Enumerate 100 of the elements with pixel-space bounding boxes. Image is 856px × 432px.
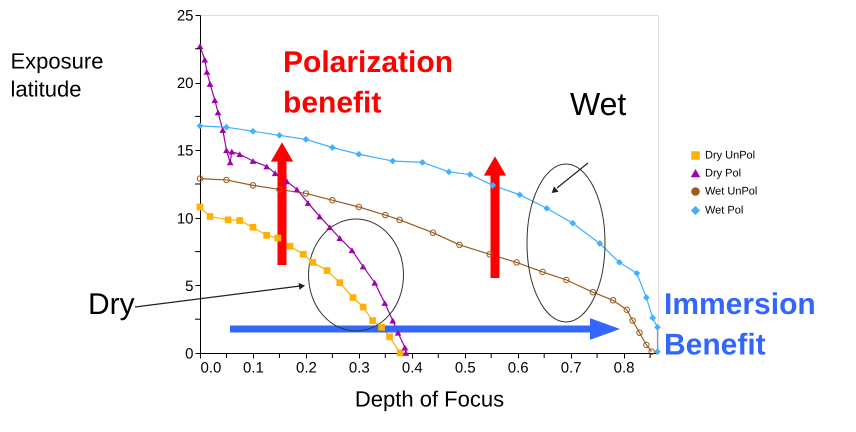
point [236,217,244,224]
x-tick-label: 0.5 [454,360,476,376]
point [596,240,604,247]
point [214,109,222,116]
point [610,297,616,304]
point [250,182,256,189]
point [276,132,283,139]
point [263,164,270,170]
point [286,242,294,250]
point [419,159,426,166]
point [430,229,436,236]
point [486,251,493,258]
point [206,213,214,220]
legend-label: Dry UnPol [705,150,756,162]
point [456,242,463,248]
point [396,216,403,224]
point [381,300,388,306]
point [371,280,378,286]
point [513,259,520,266]
point [324,267,330,274]
point [386,333,393,340]
point [228,148,236,154]
legend-label: Wet Pol [705,204,744,216]
x-tick-label: 0.8 [614,360,635,376]
point [539,268,546,276]
x-tick-label: 0.7 [560,360,582,376]
point [389,318,396,324]
point [274,234,282,242]
point [389,158,396,164]
y-tick-label: 25 [176,8,194,24]
point [196,204,204,210]
legend-label: Dry Pol [705,168,742,180]
point [336,279,344,286]
text: Dry [88,288,135,321]
point [360,264,366,270]
annotation: Polarization benefit [283,46,454,120]
point [396,350,404,356]
point [654,324,661,331]
point [211,97,218,104]
point [302,136,310,143]
point [283,178,290,184]
point [302,190,310,197]
legend-label: Wet UnPol [705,186,758,198]
x-tick-label: 0.2 [296,360,317,376]
point [369,317,376,324]
point [356,204,362,210]
point [304,200,312,206]
point [378,324,385,331]
point [624,306,630,313]
point [348,247,356,254]
point [329,144,336,151]
point [272,170,279,176]
x-tick-label: 0.4 [402,360,423,376]
y-tick-label: 5 [185,278,194,295]
point [382,212,389,218]
x-tick-label: 0.1 [243,360,264,376]
point [336,235,344,241]
x-tick-label: 0.6 [508,360,529,376]
point [224,216,232,224]
point [316,214,324,220]
point [446,168,452,176]
point [563,276,570,284]
y-tick-label: 15 [176,142,194,160]
annotation: Wet [570,86,626,122]
point [466,171,474,178]
y-tick-label: 10 [176,210,194,228]
point [263,232,270,239]
y-axis-title: Exposure latitude [10,48,104,102]
point [326,224,334,230]
x-tick-label: 0.3 [348,360,370,376]
point [250,158,256,164]
point [204,68,210,75]
point [196,43,204,49]
point [223,176,230,184]
point [276,186,283,193]
point [516,191,524,198]
point [236,151,244,158]
point [649,314,656,322]
point [636,329,643,336]
point [300,250,307,258]
point [654,348,661,355]
point [629,317,636,324]
point [642,294,650,301]
point [250,224,256,231]
point [394,330,402,336]
point [633,270,640,277]
point [402,344,408,350]
point [350,294,356,301]
point [201,56,208,63]
y-tick-label: 0 [185,346,194,362]
point [616,259,623,266]
x-axis-title: Depth of Focus [354,386,504,412]
text: Immersion Benefit [664,288,816,362]
x-tick-label: 0.0 [200,360,222,376]
point [355,150,362,158]
point [590,288,596,296]
point [569,220,576,227]
point [196,122,204,130]
point [643,342,650,348]
point [360,304,366,310]
